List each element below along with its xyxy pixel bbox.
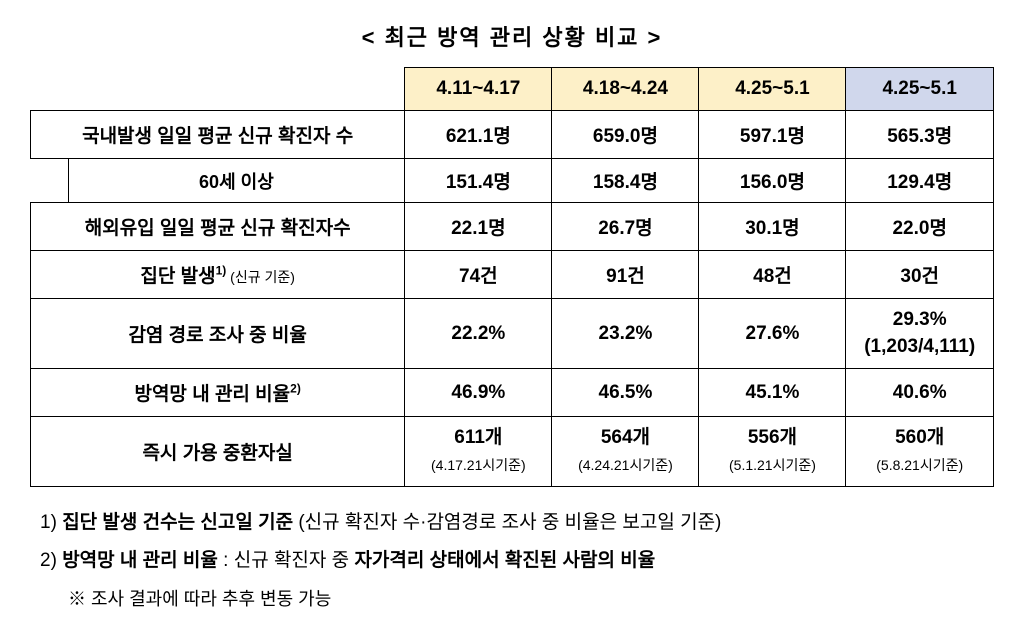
icu-v2: 564개 (4.24.21시기준) [552, 417, 699, 487]
icu-v2-main: 564개 [601, 427, 650, 448]
f1-num: 1) [40, 512, 62, 533]
f2-mid: : 신규 확진자 중 [218, 550, 355, 571]
f2-bold1: 방역망 내 관리 비율 [62, 550, 218, 571]
row-icu: 즉시 가용 중환자실 611개 (4.17.21시기준) 564개 (4.24.… [31, 417, 994, 487]
icu-v1: 611개 (4.17.21시기준) [405, 417, 552, 487]
row-over60: 60세 이상 151.4명 158.4명 156.0명 129.4명 [31, 159, 994, 203]
over60-v2: 158.4명 [552, 159, 699, 203]
domestic-v3: 597.1명 [699, 111, 846, 159]
overseas-v2: 26.7명 [552, 203, 699, 251]
footnotes: 1) 집단 발생 건수는 신고일 기준 (신규 확진자 수·감염경로 조사 중 … [30, 505, 994, 615]
icu-v2-sub: (4.24.21시기준) [578, 457, 673, 473]
label-domestic: 국내발생 일일 평균 신규 확진자 수 [31, 111, 405, 159]
icu-v3-main: 556개 [748, 427, 797, 448]
cluster-v2: 91건 [552, 251, 699, 299]
unknown-v3: 27.6% [699, 299, 846, 369]
cluster-v4: 30건 [846, 251, 994, 299]
unknown-v4-sub: (1,203/4,111) [864, 336, 975, 357]
cluster-v1: 74건 [405, 251, 552, 299]
domestic-v4: 565.3명 [846, 111, 994, 159]
managed-v1: 46.9% [405, 369, 552, 417]
label-unknown: 감염 경로 조사 중 비율 [31, 299, 405, 369]
managed-sup: 2) [290, 382, 301, 396]
unknown-v2: 23.2% [552, 299, 699, 369]
cluster-label-main: 집단 발생 [140, 266, 215, 287]
over60-v3: 156.0명 [699, 159, 846, 203]
f1-rest: (신규 확진자 수·감염경로 조사 중 비율은 보고일 기준) [293, 512, 721, 533]
indent-spacer [31, 159, 69, 203]
over60-v4: 129.4명 [846, 159, 994, 203]
header-col2: 4.18~4.24 [552, 68, 699, 111]
f2-num: 2) [40, 550, 62, 571]
cluster-note: (신규 기준) [226, 269, 295, 285]
overseas-v1: 22.1명 [405, 203, 552, 251]
row-overseas: 해외유입 일일 평균 신규 확진자수 22.1명 26.7명 30.1명 22.… [31, 203, 994, 251]
label-managed: 방역망 내 관리 비율2) [31, 369, 405, 417]
cluster-v3: 48건 [699, 251, 846, 299]
header-col3: 4.25~5.1 [699, 68, 846, 111]
footnote-3: ※ 조사 결과에 따라 추후 변동 가능 [40, 582, 994, 616]
row-cluster: 집단 발생1) (신규 기준) 74건 91건 48건 30건 [31, 251, 994, 299]
icu-v4: 560개 (5.8.21시기준) [846, 417, 994, 487]
footnote-2: 2) 방역망 내 관리 비율 : 신규 확진자 중 자가격리 상태에서 확진된 … [40, 543, 994, 579]
icu-v1-sub: (4.17.21시기준) [431, 457, 526, 473]
managed-label-main: 방역망 내 관리 비율 [134, 384, 290, 405]
domestic-v2: 659.0명 [552, 111, 699, 159]
managed-v3: 45.1% [699, 369, 846, 417]
cluster-sup: 1) [216, 264, 227, 278]
icu-v3: 556개 (5.1.21시기준) [699, 417, 846, 487]
icu-v3-sub: (5.1.21시기준) [729, 457, 816, 473]
unknown-v1: 22.2% [405, 299, 552, 369]
icu-v4-main: 560개 [895, 427, 944, 448]
table-title: < 최근 방역 관리 상황 비교 > [30, 20, 994, 52]
overseas-v4: 22.0명 [846, 203, 994, 251]
header-row: 4.11~4.17 4.18~4.24 4.25~5.1 4.25~5.1 [31, 68, 994, 111]
f2-bold2: 자가격리 상태에서 확진된 사람의 비율 [354, 550, 655, 571]
row-managed: 방역망 내 관리 비율2) 46.9% 46.5% 45.1% 40.6% [31, 369, 994, 417]
comparison-table: 4.11~4.17 4.18~4.24 4.25~5.1 4.25~5.1 국내… [30, 67, 994, 487]
empty-corner [31, 68, 405, 111]
domestic-v1: 621.1명 [405, 111, 552, 159]
row-unknown: 감염 경로 조사 중 비율 22.2% 23.2% 27.6% 29.3% (1… [31, 299, 994, 369]
label-icu: 즉시 가용 중환자실 [31, 417, 405, 487]
row-domestic: 국내발생 일일 평균 신규 확진자 수 621.1명 659.0명 597.1명… [31, 111, 994, 159]
managed-v4: 40.6% [846, 369, 994, 417]
over60-v1: 151.4명 [405, 159, 552, 203]
unknown-v4-main: 29.3% [893, 309, 947, 330]
overseas-v3: 30.1명 [699, 203, 846, 251]
f1-bold: 집단 발생 건수는 신고일 기준 [62, 512, 293, 533]
icu-v4-sub: (5.8.21시기준) [876, 457, 963, 473]
unknown-v4: 29.3% (1,203/4,111) [846, 299, 994, 369]
label-overseas: 해외유입 일일 평균 신규 확진자수 [31, 203, 405, 251]
label-over60: 60세 이상 [68, 159, 405, 203]
footnote-1: 1) 집단 발생 건수는 신고일 기준 (신규 확진자 수·감염경로 조사 중 … [40, 505, 994, 541]
header-col4: 4.25~5.1 [846, 68, 994, 111]
icu-v1-main: 611개 [454, 427, 502, 448]
header-col1: 4.11~4.17 [405, 68, 552, 111]
managed-v2: 46.5% [552, 369, 699, 417]
label-cluster: 집단 발생1) (신규 기준) [31, 251, 405, 299]
